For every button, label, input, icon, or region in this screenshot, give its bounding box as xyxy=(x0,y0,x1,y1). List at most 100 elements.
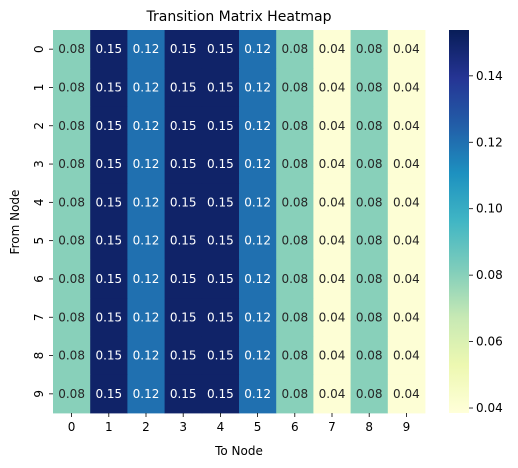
colorbar-tick-label: 0.12 xyxy=(476,135,503,149)
cell-value-label: 0.15 xyxy=(207,272,234,286)
cell-value-label: 0.04 xyxy=(393,310,420,324)
heatmap-cell xyxy=(313,259,351,299)
cell-value-label: 0.04 xyxy=(319,119,346,133)
heatmap-cell xyxy=(350,259,389,299)
heatmap-cell xyxy=(350,30,389,69)
heatmap-cell xyxy=(201,259,240,299)
heatmap-cell xyxy=(239,221,277,261)
x-tick-label: 2 xyxy=(142,420,150,434)
heatmap-cell xyxy=(276,259,314,299)
heatmap-cell xyxy=(313,336,351,376)
heatmap-cell xyxy=(53,68,91,107)
cell-value-label: 0.08 xyxy=(356,119,383,133)
cell-value-label: 0.15 xyxy=(207,157,234,171)
cell-value-label: 0.12 xyxy=(244,349,271,363)
y-tick-label: 4 xyxy=(32,199,46,207)
heatmap-cell xyxy=(239,30,277,69)
heatmap-cell xyxy=(276,183,314,222)
heatmap-cell xyxy=(127,144,165,184)
cell-value-label: 0.04 xyxy=(393,157,420,171)
cell-value-label: 0.15 xyxy=(170,349,197,363)
cell-value-label: 0.08 xyxy=(356,80,383,94)
x-tick-label: 3 xyxy=(179,420,187,434)
heatmap-cell xyxy=(276,144,314,184)
heatmap-cell xyxy=(387,68,426,107)
cell-value-label: 0.08 xyxy=(281,272,308,286)
cell-value-label: 0.08 xyxy=(356,42,383,56)
cell-value-label: 0.15 xyxy=(170,272,197,286)
cell-value-label: 0.15 xyxy=(170,387,197,401)
cell-value-label: 0.08 xyxy=(356,195,383,209)
heatmap-cell xyxy=(276,374,314,414)
chart-title: Transition Matrix Heatmap xyxy=(146,9,332,25)
heatmap-cell xyxy=(276,106,314,146)
heatmap-cell xyxy=(90,30,128,69)
cell-value-label: 0.12 xyxy=(133,195,160,209)
heatmap-cell xyxy=(201,298,240,337)
cell-value-label: 0.15 xyxy=(95,234,122,248)
cell-value-label: 0.15 xyxy=(207,310,234,324)
cell-value-label: 0.12 xyxy=(244,80,271,94)
cell-value-label: 0.12 xyxy=(244,387,271,401)
heatmap-cell xyxy=(276,30,314,69)
heatmap-cell xyxy=(164,298,203,337)
cell-value-label: 0.04 xyxy=(319,195,346,209)
heatmap-cell xyxy=(276,298,314,337)
heatmap-cell xyxy=(313,30,351,69)
colorbar-tick-label: 0.08 xyxy=(476,268,503,282)
heatmap-cell xyxy=(53,336,91,376)
cell-value-label: 0.04 xyxy=(319,42,346,56)
heatmap-cell xyxy=(164,259,203,299)
heatmap-cell xyxy=(90,374,128,414)
heatmap-cell xyxy=(313,374,351,414)
cell-value-label: 0.15 xyxy=(207,234,234,248)
heatmap-cell xyxy=(90,106,128,146)
heatmap-cell xyxy=(90,68,128,107)
heatmap-cell xyxy=(127,336,165,376)
heatmap-cell xyxy=(201,30,240,69)
heatmap-cell xyxy=(239,259,277,299)
heatmap-cell xyxy=(387,298,426,337)
x-tick-label: 0 xyxy=(68,420,76,434)
cell-value-label: 0.12 xyxy=(133,310,160,324)
cell-value-label: 0.08 xyxy=(281,195,308,209)
cell-value-label: 0.15 xyxy=(95,42,122,56)
cell-value-label: 0.12 xyxy=(244,42,271,56)
heatmap-cell xyxy=(90,336,128,376)
heatmap-cell xyxy=(127,374,165,414)
cell-value-label: 0.15 xyxy=(170,80,197,94)
heatmap-cell xyxy=(164,30,203,69)
heatmap-cell xyxy=(201,68,240,107)
cell-value-label: 0.15 xyxy=(207,42,234,56)
cell-value-label: 0.15 xyxy=(207,349,234,363)
cell-value-label: 0.15 xyxy=(170,234,197,248)
cell-value-label: 0.12 xyxy=(133,119,160,133)
heatmap-cell xyxy=(127,259,165,299)
cell-value-label: 0.08 xyxy=(356,349,383,363)
cell-value-label: 0.04 xyxy=(393,42,420,56)
heatmap-cell xyxy=(387,183,426,222)
cell-value-label: 0.08 xyxy=(356,272,383,286)
heatmap-cell xyxy=(239,183,277,222)
heatmap-cell xyxy=(239,298,277,337)
cell-value-label: 0.15 xyxy=(170,310,197,324)
heatmap-cell xyxy=(387,374,426,414)
colorbar-tick-label: 0.10 xyxy=(476,202,503,216)
heatmap-cell xyxy=(313,221,351,261)
heatmap-cell xyxy=(387,30,426,69)
cell-value-label: 0.15 xyxy=(95,80,122,94)
heatmap-cell xyxy=(164,144,203,184)
cell-value-label: 0.04 xyxy=(319,157,346,171)
heatmap-cell xyxy=(350,68,389,107)
heatmap-cell xyxy=(350,374,389,414)
heatmap-cell xyxy=(239,336,277,376)
cell-value-label: 0.15 xyxy=(170,119,197,133)
heatmap-cell xyxy=(350,221,389,261)
cell-value-label: 0.12 xyxy=(244,310,271,324)
heatmap-cell xyxy=(201,183,240,222)
heatmap-cell xyxy=(53,298,91,337)
heatmap-cell xyxy=(127,30,165,69)
heatmap-cell xyxy=(90,144,128,184)
cell-value-label: 0.15 xyxy=(207,387,234,401)
